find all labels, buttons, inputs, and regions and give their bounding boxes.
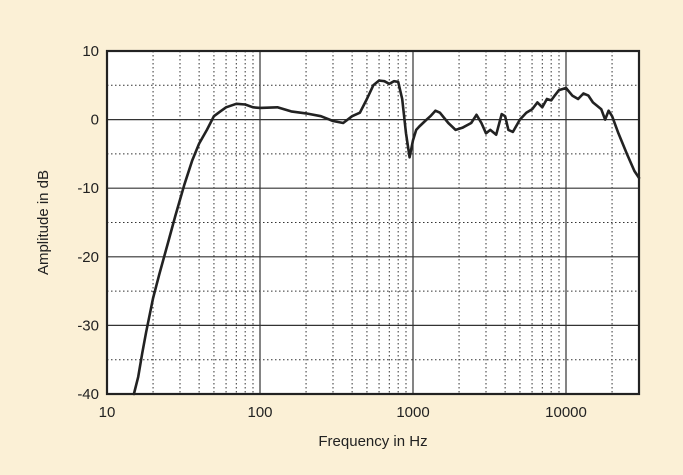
y-tick-label: 0 (91, 112, 99, 129)
x-axis-label: Frequency in Hz (318, 433, 427, 450)
y-tick-label: -20 (77, 249, 99, 266)
y-tick-label: -10 (77, 180, 99, 197)
x-tick-label: 10 (99, 404, 116, 421)
tick-labels: 10 100 1000 10000 -40 -30 -20 -10 0 10 (77, 43, 587, 421)
plot-border (105, 49, 641, 396)
x-tick-label: 100 (247, 404, 272, 421)
y-tick-label: -40 (77, 386, 99, 403)
series-line (132, 79, 641, 396)
x-tick-label: 1000 (396, 404, 429, 421)
y-tick-label: 10 (82, 43, 99, 60)
grid-lines (107, 51, 639, 394)
y-axis-label: Amplitude in dB (35, 170, 52, 275)
y-tick-label: -30 (77, 317, 99, 334)
x-tick-label: 10000 (545, 404, 587, 421)
